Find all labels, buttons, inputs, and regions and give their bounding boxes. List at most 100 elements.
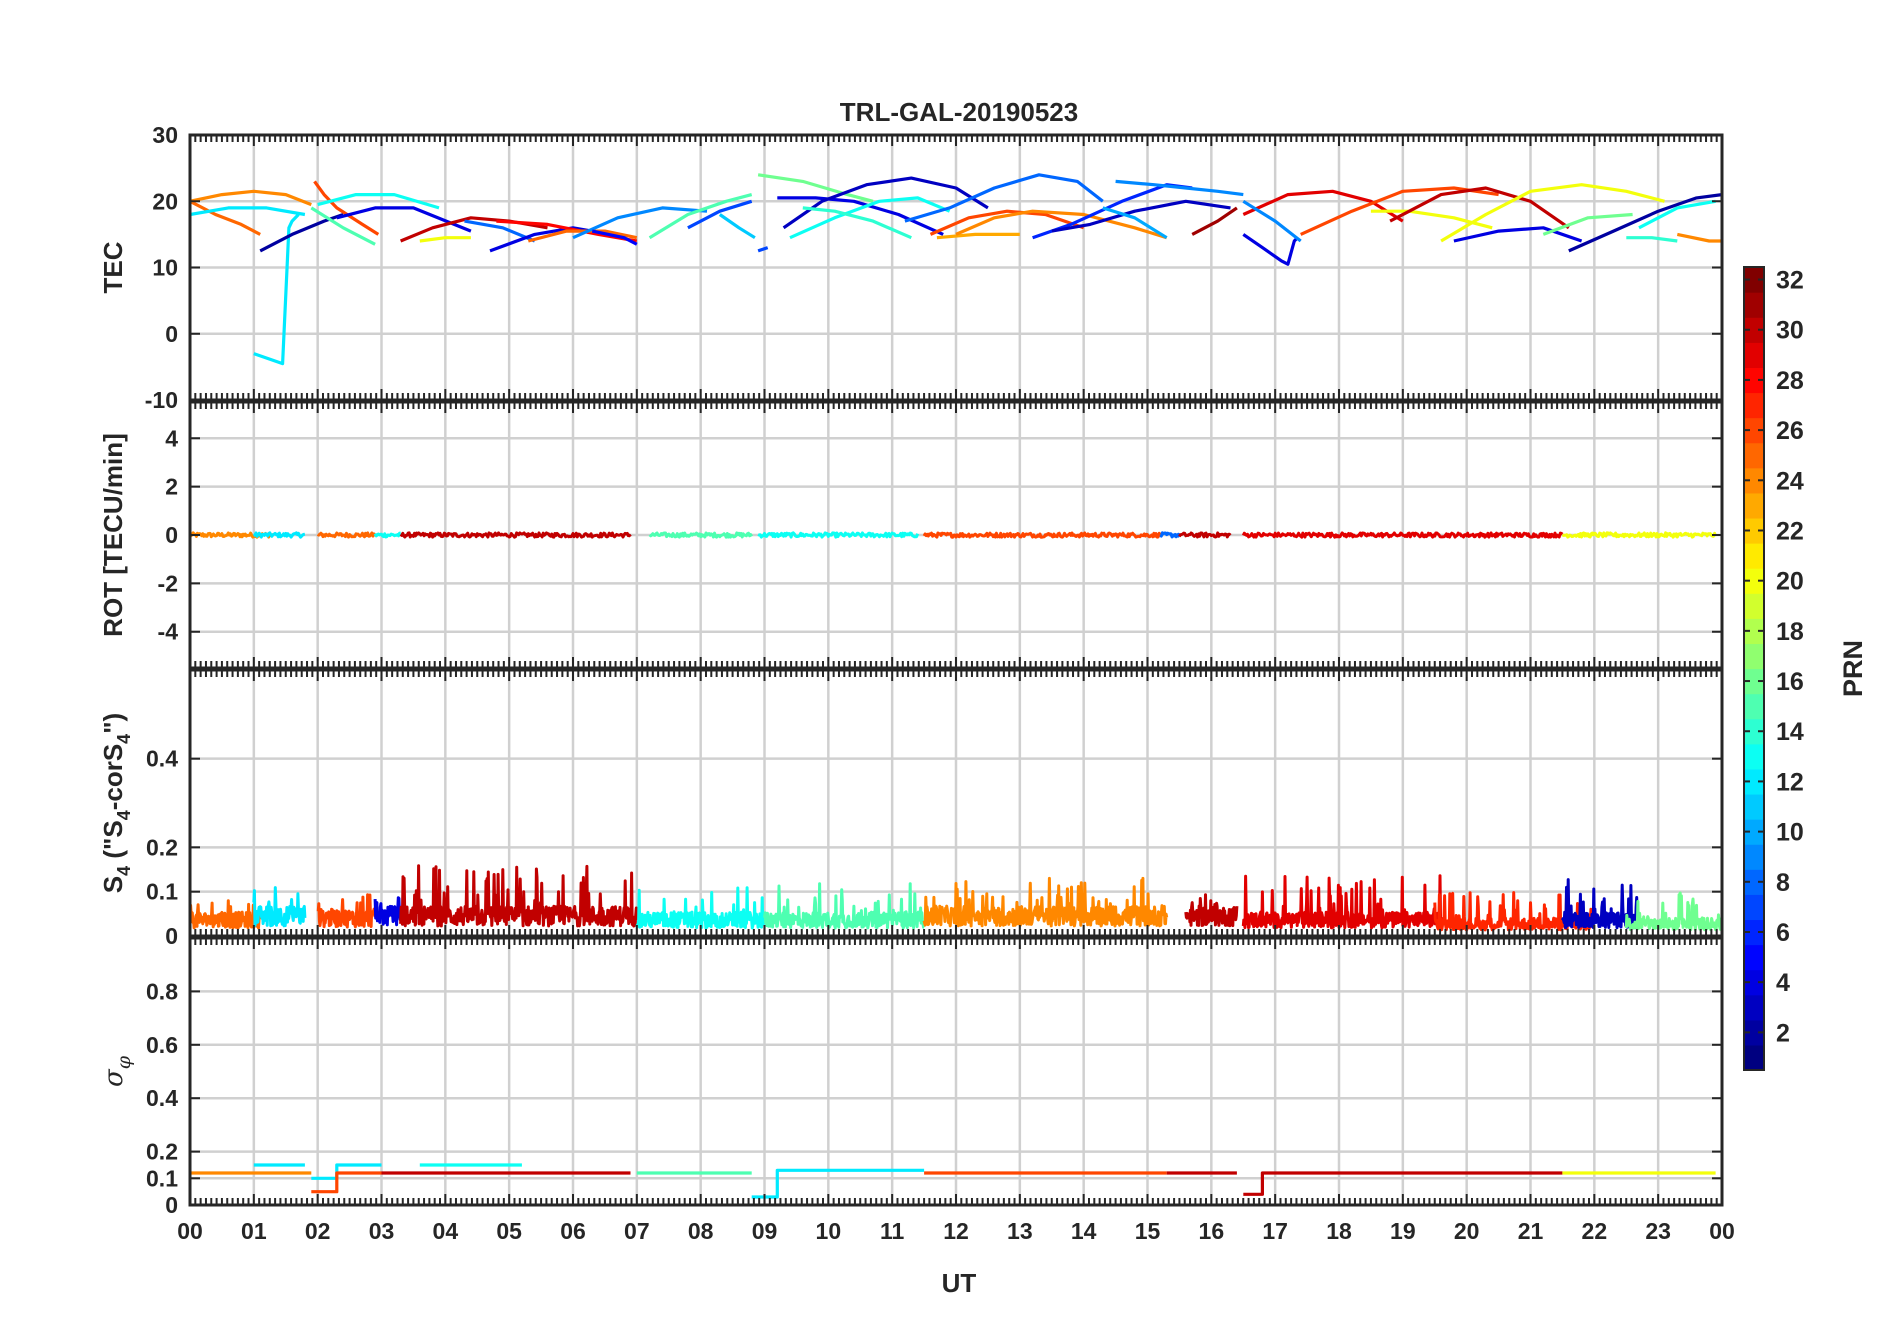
y-tick-label: 0.4 bbox=[146, 1085, 178, 1111]
rot-series-prn-13 bbox=[373, 531, 402, 539]
tec-series-prn-12 bbox=[190, 206, 306, 217]
colorbar-tick-label: 10 bbox=[1776, 819, 1804, 847]
colorbar-band bbox=[1744, 718, 1764, 745]
tec-series-prn-4 bbox=[336, 206, 472, 233]
tec-series-prn-15 bbox=[310, 206, 376, 246]
colorbar-tick-label: 14 bbox=[1776, 718, 1804, 746]
colorbar-band bbox=[1744, 894, 1764, 921]
tec-series-prn-4 bbox=[1453, 226, 1583, 243]
s4-series-prn-25 bbox=[190, 899, 262, 930]
tec-series-prn-7 bbox=[757, 246, 769, 253]
colorbar-tick-label: 32 bbox=[1776, 267, 1804, 295]
colorbar-band bbox=[1744, 994, 1764, 1021]
y-tick-label: 0.2 bbox=[146, 1139, 178, 1165]
colorbar-tick-label: 8 bbox=[1776, 869, 1790, 897]
rot-series-prn-15 bbox=[648, 531, 754, 539]
y-tick-label: -2 bbox=[158, 570, 178, 596]
y-ticks bbox=[190, 134, 1722, 401]
tec-series-prn-20 bbox=[1440, 183, 1665, 243]
y-tick-label: 0 bbox=[165, 923, 178, 949]
x-tick-label: 11 bbox=[880, 1218, 905, 1244]
tec-series-prn-7 bbox=[687, 199, 753, 230]
rot-series-prn-25 bbox=[316, 531, 377, 539]
x-ticks bbox=[189, 135, 1723, 400]
label-subscript: 4 bbox=[114, 866, 134, 876]
x-ticks bbox=[189, 938, 1723, 1205]
tec-series-prn-24 bbox=[190, 189, 312, 207]
y-ticks bbox=[190, 757, 1722, 937]
tec-series-prn-13 bbox=[789, 196, 951, 240]
s4-series-prn-30 bbox=[1184, 893, 1239, 928]
colorbar-tick-label: 6 bbox=[1776, 919, 1790, 947]
x-tick-label: 04 bbox=[433, 1218, 459, 1244]
colorbar-band bbox=[1744, 919, 1764, 946]
x-tick-label: 14 bbox=[1071, 1218, 1097, 1244]
colorbar-band bbox=[1744, 693, 1764, 720]
rot-series-prn-13 bbox=[757, 531, 920, 539]
colorbar-tick-label: 16 bbox=[1776, 668, 1804, 696]
rot-series-prn-26 bbox=[922, 531, 1162, 539]
label-part: S bbox=[98, 876, 128, 893]
x-tick-label: 05 bbox=[496, 1218, 522, 1244]
y-axis-label: σφ bbox=[99, 1055, 135, 1087]
tec-series-prn-23 bbox=[936, 232, 1020, 240]
colorbar-band bbox=[1744, 944, 1764, 971]
s4-series-prn-30 bbox=[399, 864, 639, 928]
label-subscript: φ bbox=[113, 1055, 135, 1069]
colorbar-tick-label: 30 bbox=[1776, 317, 1804, 345]
colorbar-band bbox=[1744, 417, 1764, 444]
colorbar-band bbox=[1744, 1044, 1764, 1071]
tec-series-prn-14 bbox=[802, 206, 912, 240]
colorbar-band bbox=[1744, 467, 1764, 494]
colorbar-band bbox=[1744, 267, 1764, 293]
x-tick-label: 12 bbox=[943, 1218, 969, 1244]
tec-series-prn-26 bbox=[313, 180, 380, 236]
x-tick-label: 18 bbox=[1326, 1218, 1352, 1244]
tec-series-prn-4 bbox=[777, 196, 944, 236]
tec-series-prn-2 bbox=[1568, 193, 1722, 253]
colorbar-tick-label: 4 bbox=[1776, 969, 1790, 997]
y-tick-label: 0.2 bbox=[146, 834, 178, 860]
colorbar-band bbox=[1744, 743, 1764, 770]
colorbar-tick-label: 20 bbox=[1776, 568, 1804, 596]
colorbar-band bbox=[1744, 568, 1764, 594]
tec-series-prn-25 bbox=[190, 199, 261, 236]
grid bbox=[190, 938, 1722, 1205]
tec-series-prn-24 bbox=[1676, 232, 1722, 243]
rot-series-prn-8 bbox=[1159, 531, 1181, 539]
rot-series-prn-29 bbox=[1241, 531, 1564, 539]
y-tick-label: 0.1 bbox=[146, 1165, 178, 1191]
tec-series-prn-26 bbox=[929, 209, 1085, 236]
x-tick-label: 03 bbox=[369, 1218, 395, 1244]
x-tick-label: 08 bbox=[688, 1218, 714, 1244]
y-tick-label: 0.8 bbox=[146, 978, 178, 1004]
colorbar-frame bbox=[1743, 266, 1765, 1071]
y-tick-label: 0.6 bbox=[146, 1032, 178, 1058]
colorbar-band bbox=[1744, 844, 1764, 870]
series-group bbox=[190, 531, 1718, 539]
y-tick-label: 0.4 bbox=[146, 746, 178, 772]
series-group bbox=[190, 1163, 1716, 1199]
tec-series-prn-4 bbox=[1242, 233, 1299, 266]
x-tick-label: 17 bbox=[1262, 1218, 1288, 1244]
tec-series-prn-3 bbox=[782, 176, 989, 230]
s4-series-prn-12 bbox=[252, 886, 307, 928]
colorbar-band bbox=[1744, 643, 1764, 670]
colorbar-band bbox=[1744, 442, 1764, 469]
tec-series-prn-9 bbox=[1115, 179, 1244, 197]
tec-series-prn-13 bbox=[317, 193, 440, 210]
tec-series-prn-2 bbox=[259, 212, 344, 253]
colorbar-band bbox=[1744, 668, 1764, 695]
y-tick-label: -4 bbox=[158, 619, 179, 645]
rot-series-prn-30 bbox=[1178, 531, 1232, 539]
colorbar-band bbox=[1744, 492, 1764, 519]
colorbar-band bbox=[1744, 317, 1764, 343]
y-ticks bbox=[190, 437, 1722, 633]
y-tick-label: 0 bbox=[165, 321, 178, 347]
tec-series-prn-9 bbox=[1242, 199, 1302, 243]
x-tick-label: 06 bbox=[560, 1218, 586, 1244]
colorbar-band bbox=[1744, 517, 1764, 544]
